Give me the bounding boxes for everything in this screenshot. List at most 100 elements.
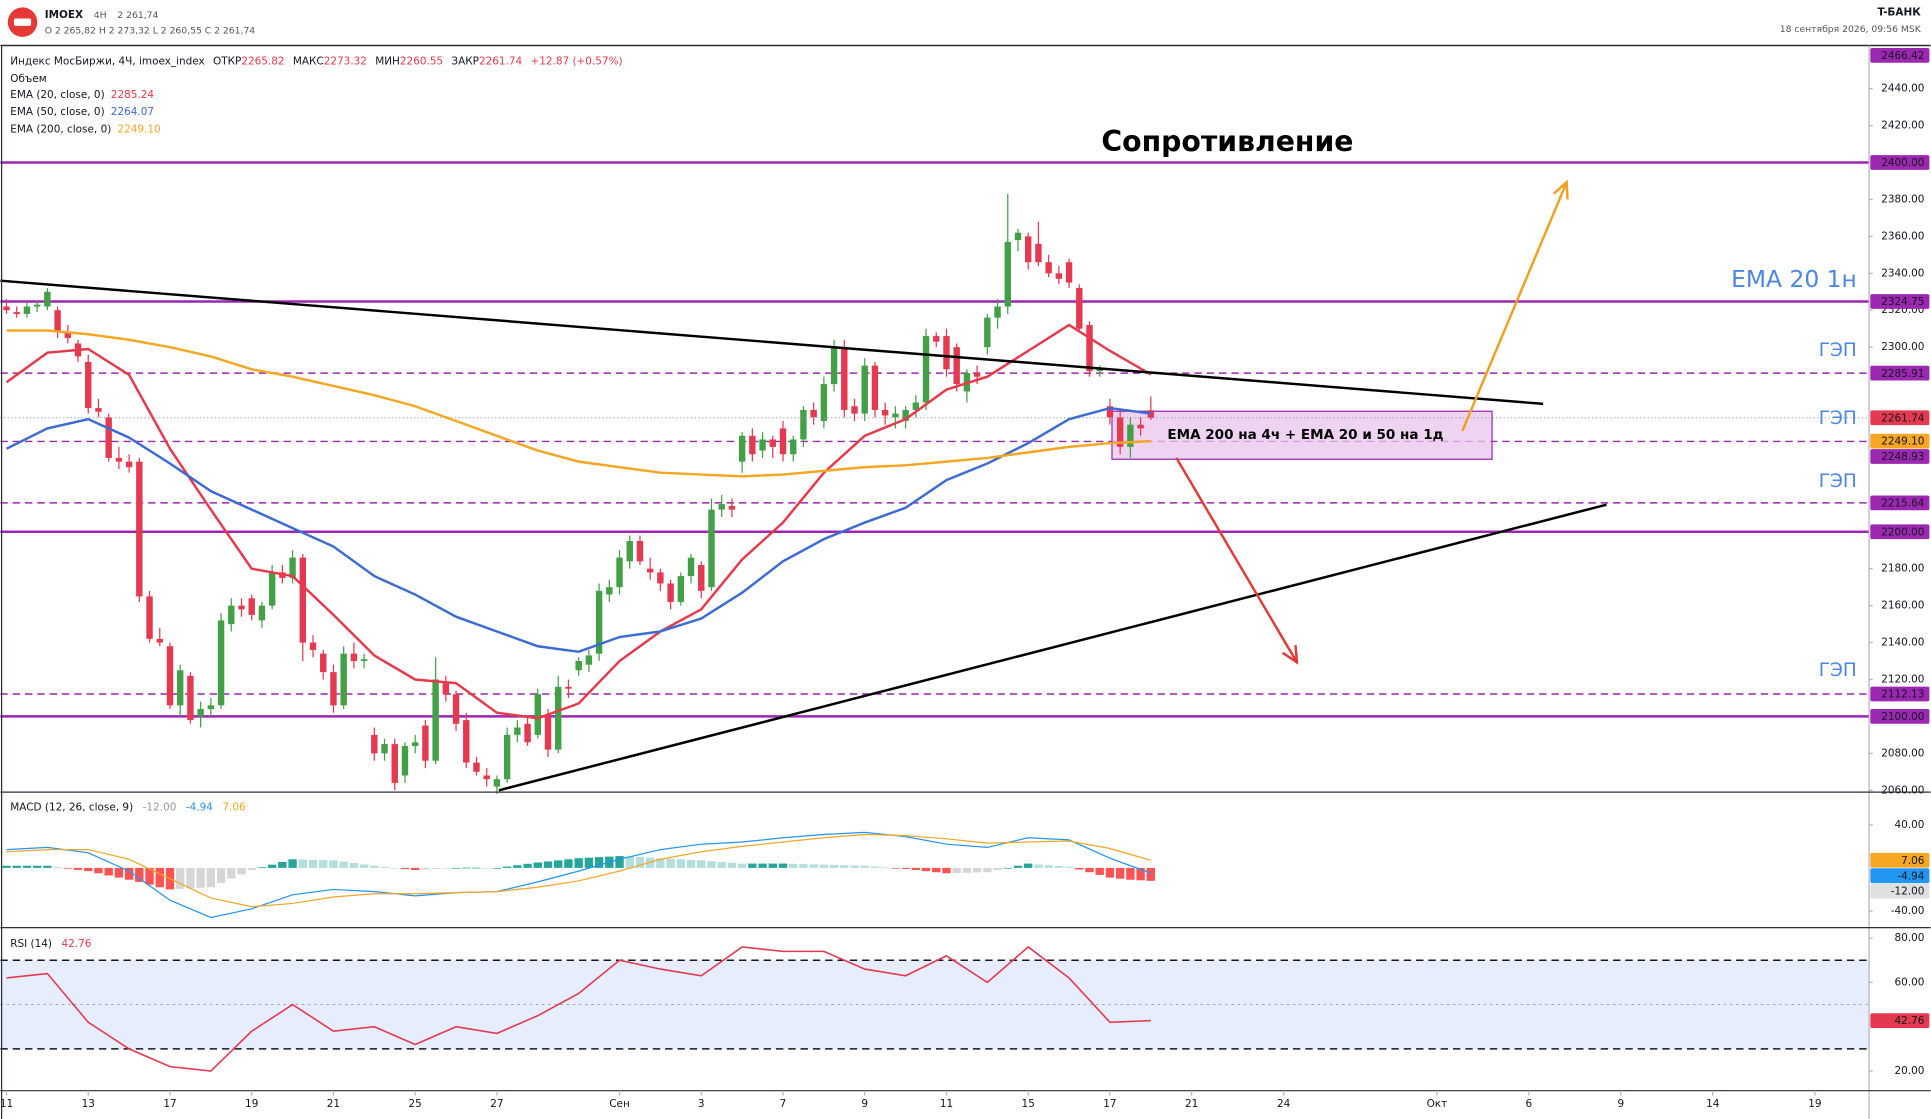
macd-histogram-bar: [533, 862, 542, 868]
candle-body: [442, 683, 450, 695]
arrow: [1461, 181, 1568, 432]
macd-histogram-bar: [921, 867, 931, 872]
candle-body: [1137, 424, 1144, 429]
candle-body: [892, 413, 899, 418]
macd-histogram-bar: [84, 867, 93, 872]
candle-body: [64, 332, 72, 338]
macd-histogram-bar: [901, 867, 910, 869]
macd-histogram-bar: [840, 865, 849, 868]
candle-body: [779, 428, 787, 455]
underlay: EMA 200 на 4ч + EMA 20 и 50 на 1д: [0, 161, 1870, 1072]
candle-body: [759, 439, 766, 451]
candle-body: [3, 306, 10, 311]
legend-change: +12.87 (+0.57%): [530, 56, 622, 68]
legend-low-label: МИН: [375, 56, 400, 68]
y-tick-label: 40.00: [1895, 819, 1925, 831]
macd-signal-value: 7.06: [222, 802, 245, 814]
note-resistance: Сопротивление: [1101, 125, 1353, 158]
candle-body: [585, 655, 593, 665]
y-tick-label: 80.00: [1895, 932, 1925, 944]
macd-histogram-bar: [329, 860, 338, 868]
macd-histogram-bar: [462, 867, 471, 869]
candle-body: [1014, 232, 1022, 241]
axis-value-label: 2215.64: [1881, 498, 1925, 510]
axis-label-bg: [1870, 155, 1930, 170]
y-tick-label: 2060.00: [1881, 784, 1924, 796]
annotation-box-text: EMA 200 на 4ч + EMA 20 и 50 на 1д: [1167, 427, 1443, 443]
macd-histogram-bar: [513, 865, 522, 868]
macd-histogram-bar: [983, 867, 992, 873]
candle-body: [769, 439, 776, 447]
candle-body: [176, 670, 184, 706]
macd-histogram-bar: [676, 859, 686, 868]
candle-body: [687, 557, 695, 577]
macd-histogram-bar: [482, 867, 491, 869]
macd-histogram-bar: [707, 861, 716, 868]
macd-histogram-bar: [942, 867, 951, 874]
y-tick-label: 2360.00: [1881, 230, 1924, 242]
macd-histogram-bar: [727, 862, 737, 868]
candle-body: [1086, 325, 1093, 372]
candle-body: [391, 744, 398, 783]
macd-value: -4.94: [186, 802, 213, 814]
x-tick-label: 24: [1277, 1098, 1291, 1110]
candle-body: [667, 583, 674, 602]
trendline: [0, 279, 1544, 406]
macd-histogram-bar: [288, 859, 297, 868]
macd-histogram-bar: [206, 867, 216, 888]
axis-label-bg: [1870, 433, 1930, 449]
macd-histogram-bar: [400, 867, 410, 869]
macd-histogram-bar: [829, 864, 839, 868]
macd-histogram-bar: [1064, 866, 1074, 868]
candle-body: [1076, 288, 1083, 329]
y-tick-label: 2160.00: [1881, 600, 1924, 612]
macd-histogram-bar: [615, 856, 624, 868]
macd-histogram-bar: [932, 867, 941, 873]
legend-main: Индекс МосБиржи, 4Ч, imoex_index ОТКР226…: [10, 56, 622, 68]
header-price: 2 261,74: [117, 9, 158, 20]
macd-histogram-bar: [124, 867, 134, 880]
macd-histogram-bar: [1054, 865, 1064, 868]
note-gap: ГЭП: [1819, 471, 1857, 492]
candle-body: [933, 336, 940, 342]
macd-histogram-bar: [1146, 867, 1155, 881]
y-tick-label: 2420.00: [1881, 120, 1924, 132]
axis-value-label: 2261.74: [1881, 412, 1925, 424]
axis-label-bg: [1870, 449, 1930, 464]
candle-body: [1045, 262, 1052, 274]
macd-histogram-bar: [247, 867, 256, 871]
macd-histogram-bar: [737, 863, 747, 868]
macd-histogram-bar: [962, 867, 972, 873]
arrow-head: [1552, 179, 1569, 200]
candle-body: [1106, 406, 1114, 418]
candle-body: [994, 306, 1001, 318]
macd-title: MACD (12, 26, close, 9): [10, 802, 133, 814]
macd-histogram-bar: [411, 867, 420, 871]
legend-name: EMA (20, close, 0): [10, 89, 104, 101]
macd-histogram-bar: [819, 864, 829, 868]
candle-body: [606, 587, 613, 595]
candle-body: [197, 709, 204, 717]
x-tick-label: 6: [1526, 1098, 1533, 1110]
candle-body: [105, 417, 112, 458]
macd-histogram-bar: [94, 867, 103, 874]
y-tick-label: 2380.00: [1881, 193, 1924, 205]
candle-body: [595, 590, 603, 654]
candle-body: [146, 596, 153, 639]
macd-histogram-bar: [431, 867, 440, 869]
header-title: IMOEX 4H 2 261,74: [45, 9, 159, 21]
y-tick-label: -40.00: [1891, 905, 1925, 917]
axis-label-bg: [1870, 883, 1930, 899]
candle-body: [708, 509, 715, 588]
candle-body: [381, 744, 388, 754]
candle-body: [115, 457, 123, 462]
legend-entry: EMA (50, close, 0) 2264.07: [10, 106, 154, 118]
macd-histogram-bar: [1136, 867, 1145, 881]
macd-histogram-bar: [554, 860, 563, 868]
candle-body: [861, 365, 868, 414]
candle-body: [330, 672, 337, 706]
candle-body: [922, 336, 930, 403]
candle-body: [984, 317, 991, 348]
macd-histogram-bar: [686, 859, 696, 868]
